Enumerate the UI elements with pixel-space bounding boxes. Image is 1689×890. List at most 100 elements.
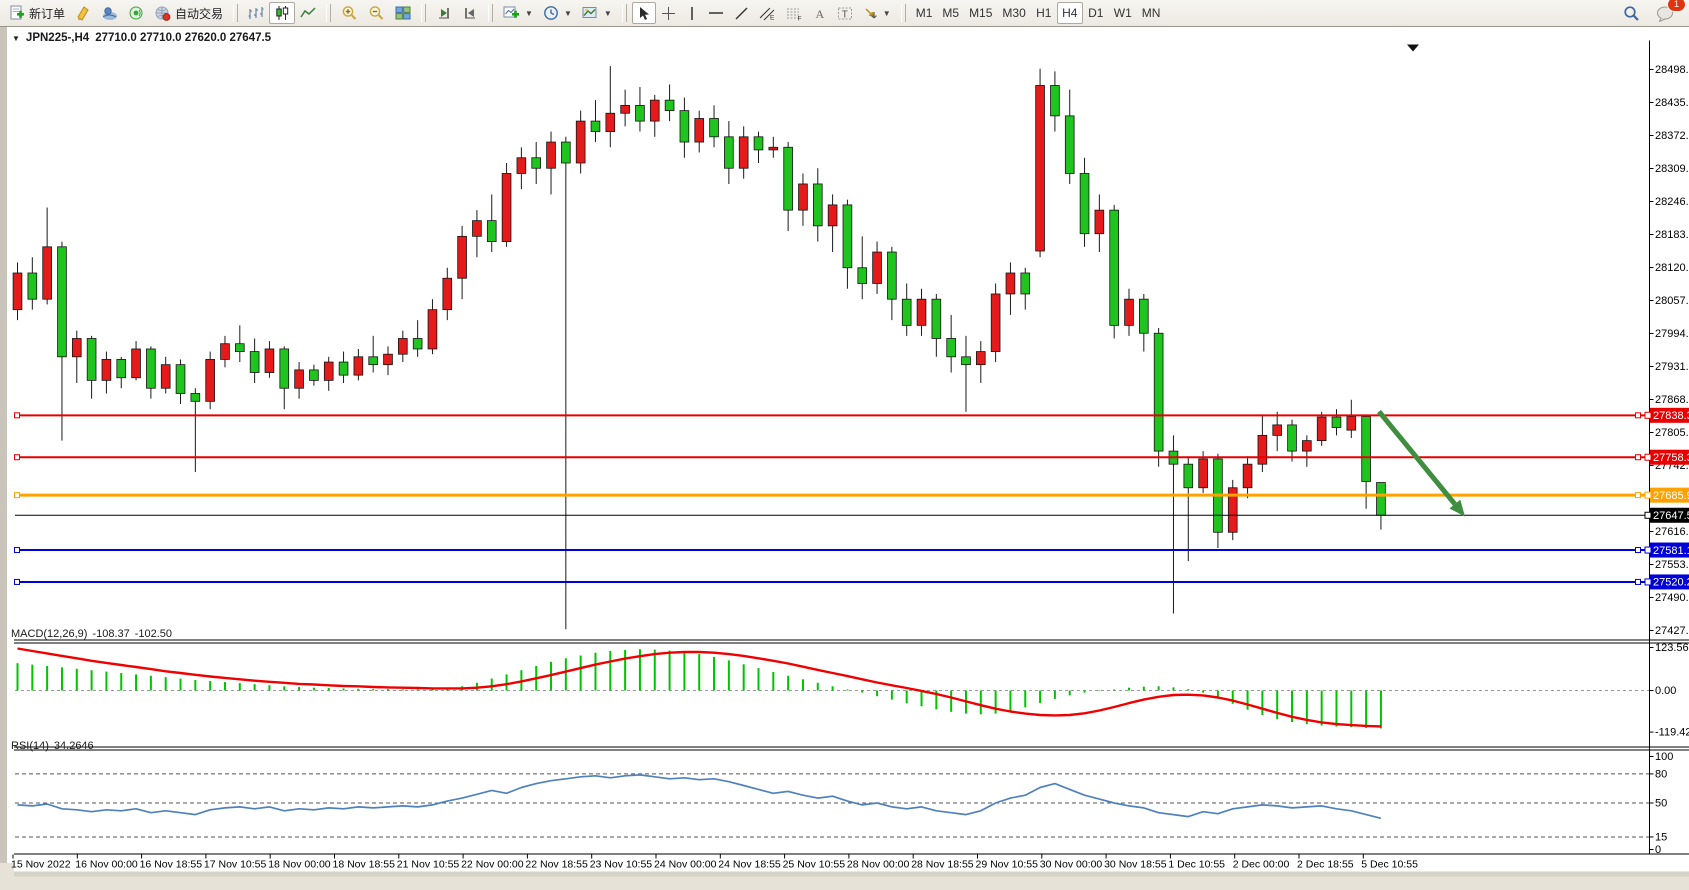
candle-bull [101,359,112,381]
timeframe-button-d1[interactable]: D1 [1083,2,1109,24]
template-button[interactable]: ▼ [577,2,617,24]
timeframe-button-m30[interactable]: M30 [997,2,1030,24]
new-chart-button[interactable]: ▼ [498,2,538,24]
template-icon [582,7,597,18]
horizontal-line-tool-button[interactable] [703,2,729,24]
toolbar-separator [488,4,494,22]
candle-bear [1079,173,1090,235]
candle-bull [220,343,230,360]
mql5-community-button[interactable] [96,2,123,24]
search-button[interactable] [1618,2,1645,24]
trendline-tool-button[interactable] [729,2,754,24]
candle-bull [472,220,482,237]
vertical-line-tool-button[interactable] [681,2,703,24]
timeframe-button-w1[interactable]: W1 [1109,2,1137,24]
tile-windows-button[interactable] [390,2,416,24]
metaeditor-button[interactable] [70,2,96,24]
line-handle [14,492,20,499]
candle-bear [724,136,734,169]
autotrading-button[interactable]: 自动交易 [149,2,228,24]
timeframe-button-m5[interactable]: M5 [937,2,964,24]
timeframe-button-h4[interactable]: H4 [1056,2,1083,24]
rsi-title: RSI(14) [11,740,49,752]
candle-bear [961,356,971,366]
time-axis-label: 24 Nov 00:00 [654,859,717,871]
price-tick-label: 27553.5 [1655,559,1689,571]
candle-bull [1316,416,1327,442]
time-axis-label: 23 Nov 10:55 [590,859,653,871]
text-icon: A [815,7,824,21]
chart-symbol-period: JPN225-,H4 [25,32,90,44]
bar-chart-mode-button[interactable] [243,2,269,24]
auto-scroll-icon [439,8,450,19]
symbol-dropdown-icon[interactable]: ▼ [12,33,20,43]
auto-scroll-button[interactable] [431,2,457,24]
mql5-community-icon [102,7,118,20]
price-tick-label: 28435.5 [1655,97,1689,109]
price-label-badge [1650,507,1689,523]
candle-bull [738,136,749,169]
candle-bull [1257,434,1268,465]
candle-bear [412,338,423,350]
text-tool-button[interactable]: A [808,2,832,24]
cursor-tool-button[interactable] [631,2,656,24]
time-axis-label: 18 Nov 18:55 [333,859,396,871]
candle-bull [768,146,779,151]
crosshair-tool-button[interactable] [656,2,681,24]
time-axis-label: 22 Nov 18:55 [525,859,588,871]
time-axis-label: 16 Nov 18:55 [140,859,203,871]
equidistant-channel-tool-button[interactable]: E [754,2,781,24]
cursor-icon [639,6,649,20]
time-axis-label: 18 Nov 00:00 [268,859,331,871]
candle-bull [1094,209,1105,235]
timeframe-button-m1[interactable]: M1 [911,2,938,24]
new-order-button[interactable]: 新订单 [4,2,70,24]
candle-bull [798,183,808,211]
period-dropdown-button[interactable]: ▼ [538,2,577,24]
text-label-tool-button[interactable]: T [832,2,858,24]
candle-bull [442,277,453,311]
arrows-dropdown-button[interactable]: ▼ [858,2,896,24]
new-order-label: 新订单 [29,6,66,21]
time-axis-label: 16 Nov 00:00 [75,859,138,871]
rsi-value: 34.2646 [53,740,94,752]
chevron-down-icon: ▼ [563,8,572,18]
chart-shift-button[interactable] [457,2,483,24]
candle-bear [561,141,571,164]
price-tick-label: 27931.5 [1655,361,1689,373]
notification-badge: 1 [1667,0,1686,12]
svg-text:E: E [770,14,775,21]
candle-bull [1198,458,1208,489]
candle-bear [116,359,127,379]
line-chart-mode-button[interactable] [295,2,321,24]
time-axis-label: 22 Nov 00:00 [461,859,524,871]
price-chart[interactable]: 28498.5 28435.5 28372.5 28309.5 28246.5 28183… [7,27,1689,877]
timeframe-button-m15[interactable]: M15 [964,2,997,24]
chart-window: 28498.5 28435.5 28372.5 28309.5 28246.5 28183… [0,27,1689,877]
price-label-text: 27647.5 [1653,510,1689,522]
toolbar-separator [326,4,332,22]
candle-bull [71,338,82,358]
candle-bear [1287,424,1297,452]
candlestick-mode-button[interactable] [269,2,296,24]
time-axis-label: 2 Dec 00:00 [1233,859,1290,871]
chevron-down-icon: ▼ [603,8,612,18]
rsi-axis-label: 100 [1655,751,1673,763]
price-label-badge [1650,574,1689,590]
candle-bear [753,136,764,151]
timeframe-button-h1[interactable]: H1 [1031,2,1057,24]
line-handle [1635,412,1641,419]
zoom-out-button[interactable] [363,2,390,24]
timeframe-button-mn[interactable]: MN [1137,2,1166,24]
candle-bear [234,343,245,352]
clock-icon [544,6,558,20]
fibonacci-tool-button[interactable]: F [781,2,808,24]
line-handle [14,578,20,585]
time-axis-label: 28 Nov 18:55 [911,859,974,871]
svg-text:A: A [815,7,824,21]
zoom-in-button[interactable] [336,2,363,24]
candle-bull [976,351,986,366]
trend-arrow[interactable] [1377,409,1457,506]
price-tick-label: 28057.5 [1655,295,1689,307]
signals-button[interactable] [123,2,149,24]
